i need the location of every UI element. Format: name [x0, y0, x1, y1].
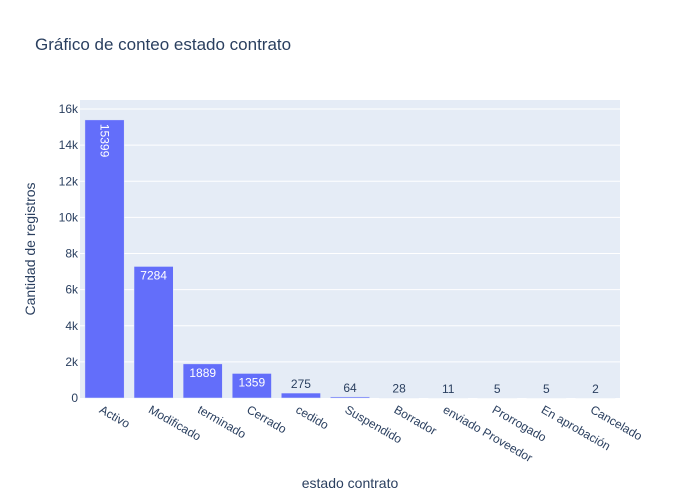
- x-tick-label: Cerrado: [244, 402, 289, 436]
- data-label: 15399: [98, 124, 112, 158]
- x-tick-label: Modificado: [146, 402, 204, 443]
- bar: [330, 396, 370, 399]
- data-label: 1359: [238, 375, 265, 389]
- y-tick-label: 14k: [59, 138, 79, 152]
- x-tick-label: cedido: [293, 402, 331, 432]
- y-tick-label: 16k: [59, 102, 79, 116]
- bar: [133, 266, 174, 399]
- y-tick-label: 8k: [65, 247, 79, 261]
- bar: [575, 397, 616, 399]
- bar: [428, 397, 469, 399]
- y-axis-label: Cantidad de registros: [22, 182, 38, 315]
- y-tick-label: 10k: [59, 210, 79, 224]
- bar: [477, 397, 518, 399]
- data-labels: 15399 7284 1889 1359 275 64 28 11 5 5 2: [98, 124, 600, 396]
- bars: [84, 119, 616, 399]
- data-label: 64: [343, 381, 357, 395]
- data-label: 5: [494, 382, 501, 396]
- bar: [84, 119, 125, 399]
- data-label: 5: [543, 382, 550, 396]
- y-tick-label: 12k: [59, 174, 79, 188]
- x-tick-label: terminado: [195, 402, 248, 441]
- y-tick-label: 2k: [65, 355, 79, 369]
- data-label: 275: [291, 377, 311, 391]
- y-tick-label: 4k: [65, 319, 79, 333]
- data-label: 28: [392, 381, 406, 395]
- data-label: 11: [442, 382, 455, 396]
- y-tick-label: 0: [71, 391, 78, 405]
- bar: [379, 397, 419, 399]
- bar: [526, 397, 567, 399]
- data-label: 1889: [189, 366, 216, 380]
- bar: [231, 373, 272, 399]
- y-axis-ticks: 0 2k 4k 6k 8k 10k 12k 14k 16k: [59, 102, 79, 405]
- x-tick-label: enviado Proveedor: [441, 402, 535, 464]
- chart-title: Gráfico de conteo estado contrato: [35, 35, 291, 54]
- bar: [281, 392, 321, 399]
- x-tick-label: Activo: [97, 402, 133, 431]
- data-label: 7284: [140, 268, 167, 282]
- bar: [182, 363, 223, 399]
- y-tick-label: 6k: [65, 283, 79, 297]
- x-axis-label: estado contrato: [302, 475, 399, 491]
- data-label: 2: [592, 382, 599, 396]
